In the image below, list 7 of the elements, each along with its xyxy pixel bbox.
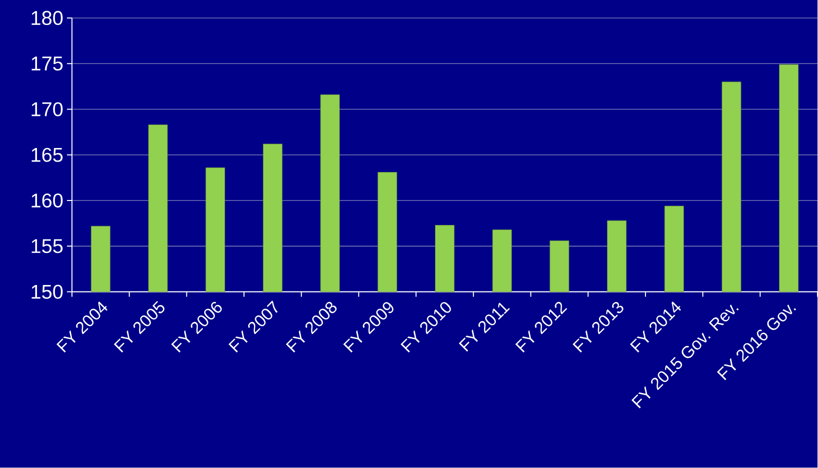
- y-tick-label: 165: [32, 148, 63, 162]
- y-tick-label: 180: [32, 11, 63, 26]
- y-tick-label: 155: [32, 239, 63, 254]
- y-tick-label: 170: [32, 102, 63, 116]
- y-tick-label: 150: [32, 284, 63, 299]
- y-tick-label: 160: [32, 194, 63, 208]
- y-tick-label: 175: [32, 56, 63, 71]
